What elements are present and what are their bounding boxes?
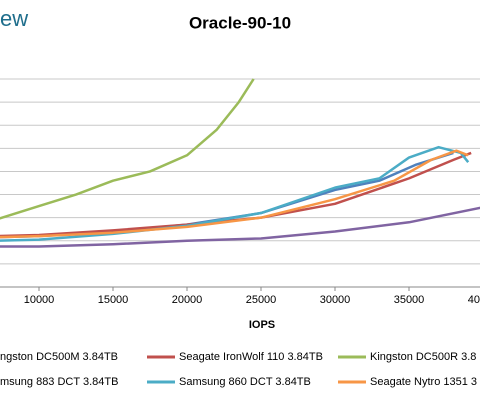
- legend-label: Seagate Nytro 1351 3: [370, 376, 477, 388]
- legend-label: msung 883 DCT 3.84TB: [0, 376, 118, 388]
- x-axis-label: IOPS: [249, 319, 275, 331]
- x-tick-label: 10000: [24, 294, 55, 306]
- legend-label: ngston DC500M 3.84TB: [0, 351, 118, 363]
- x-tick-label: 35000: [394, 294, 425, 306]
- series-line: [0, 145, 470, 242]
- series-line: [0, 206, 480, 248]
- x-tick-label: 25000: [246, 294, 277, 306]
- series-line: [0, 149, 469, 239]
- x-tick-label: 20000: [172, 294, 203, 306]
- chart-title: Oracle-90-10: [189, 13, 291, 32]
- legend-label: Samsung 860 DCT 3.84TB: [179, 376, 311, 388]
- legend-label: Seagate IronWolf 110 3.84TB: [179, 351, 323, 363]
- series-line: [0, 78, 255, 220]
- x-tick-label: 15000: [98, 294, 129, 306]
- x-tick-label: 30000: [320, 294, 351, 306]
- logo: ew: [0, 6, 28, 31]
- x-tick-label: 40000: [468, 294, 480, 306]
- legend-label: Kingston DC500R 3.8: [370, 351, 476, 363]
